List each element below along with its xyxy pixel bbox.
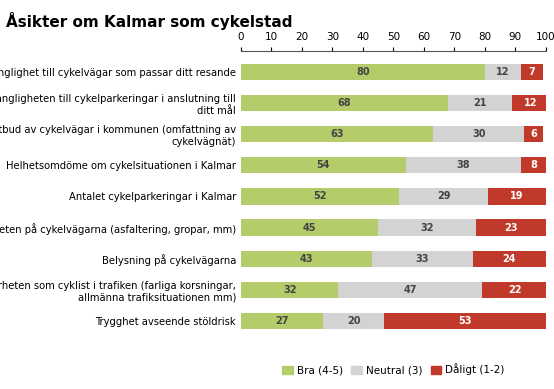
Text: 45: 45: [303, 223, 316, 233]
Bar: [241, 64, 485, 80]
Text: 54: 54: [316, 160, 330, 170]
Bar: [241, 251, 372, 267]
Bar: [241, 157, 406, 173]
Text: 20: 20: [347, 316, 361, 326]
Text: 68: 68: [338, 98, 351, 108]
Bar: [521, 157, 546, 173]
Bar: [241, 219, 378, 236]
Text: Åsikter om Kalmar som cykelstad: Åsikter om Kalmar som cykelstad: [6, 12, 292, 30]
Bar: [384, 313, 546, 329]
Text: 47: 47: [403, 285, 417, 295]
Bar: [482, 282, 549, 298]
Text: 29: 29: [437, 191, 450, 202]
Text: 12: 12: [524, 98, 537, 108]
Text: 23: 23: [504, 223, 517, 233]
Bar: [521, 64, 543, 80]
Bar: [338, 282, 482, 298]
Text: 38: 38: [456, 160, 470, 170]
Bar: [241, 313, 324, 329]
Bar: [488, 188, 546, 205]
Bar: [241, 126, 433, 142]
Bar: [372, 251, 473, 267]
Bar: [241, 188, 399, 205]
Text: 22: 22: [509, 285, 522, 295]
Text: 21: 21: [474, 98, 487, 108]
Text: 53: 53: [458, 316, 471, 326]
Bar: [473, 251, 546, 267]
Text: 24: 24: [502, 254, 516, 264]
Bar: [525, 126, 543, 142]
Bar: [448, 95, 512, 111]
Text: 80: 80: [356, 67, 370, 77]
Text: 32: 32: [420, 223, 434, 233]
Bar: [476, 219, 546, 236]
Text: 33: 33: [416, 254, 429, 264]
Text: 19: 19: [510, 191, 524, 202]
Text: 63: 63: [330, 129, 343, 139]
Bar: [241, 282, 338, 298]
Text: 27: 27: [275, 316, 289, 326]
Bar: [378, 219, 476, 236]
Legend: Bra (4-5), Neutral (3), Dåligt (1-2): Bra (4-5), Neutral (3), Dåligt (1-2): [278, 359, 509, 379]
Text: 43: 43: [300, 254, 313, 264]
Bar: [406, 157, 521, 173]
Text: 52: 52: [314, 191, 327, 202]
Text: 8: 8: [530, 160, 537, 170]
Bar: [399, 188, 488, 205]
Bar: [485, 64, 521, 80]
Text: 32: 32: [283, 285, 296, 295]
Bar: [324, 313, 384, 329]
Text: 6: 6: [530, 129, 537, 139]
Text: 12: 12: [496, 67, 510, 77]
Bar: [512, 95, 548, 111]
Bar: [241, 95, 448, 111]
Text: 30: 30: [472, 129, 485, 139]
Bar: [433, 126, 525, 142]
Text: 7: 7: [529, 67, 535, 77]
